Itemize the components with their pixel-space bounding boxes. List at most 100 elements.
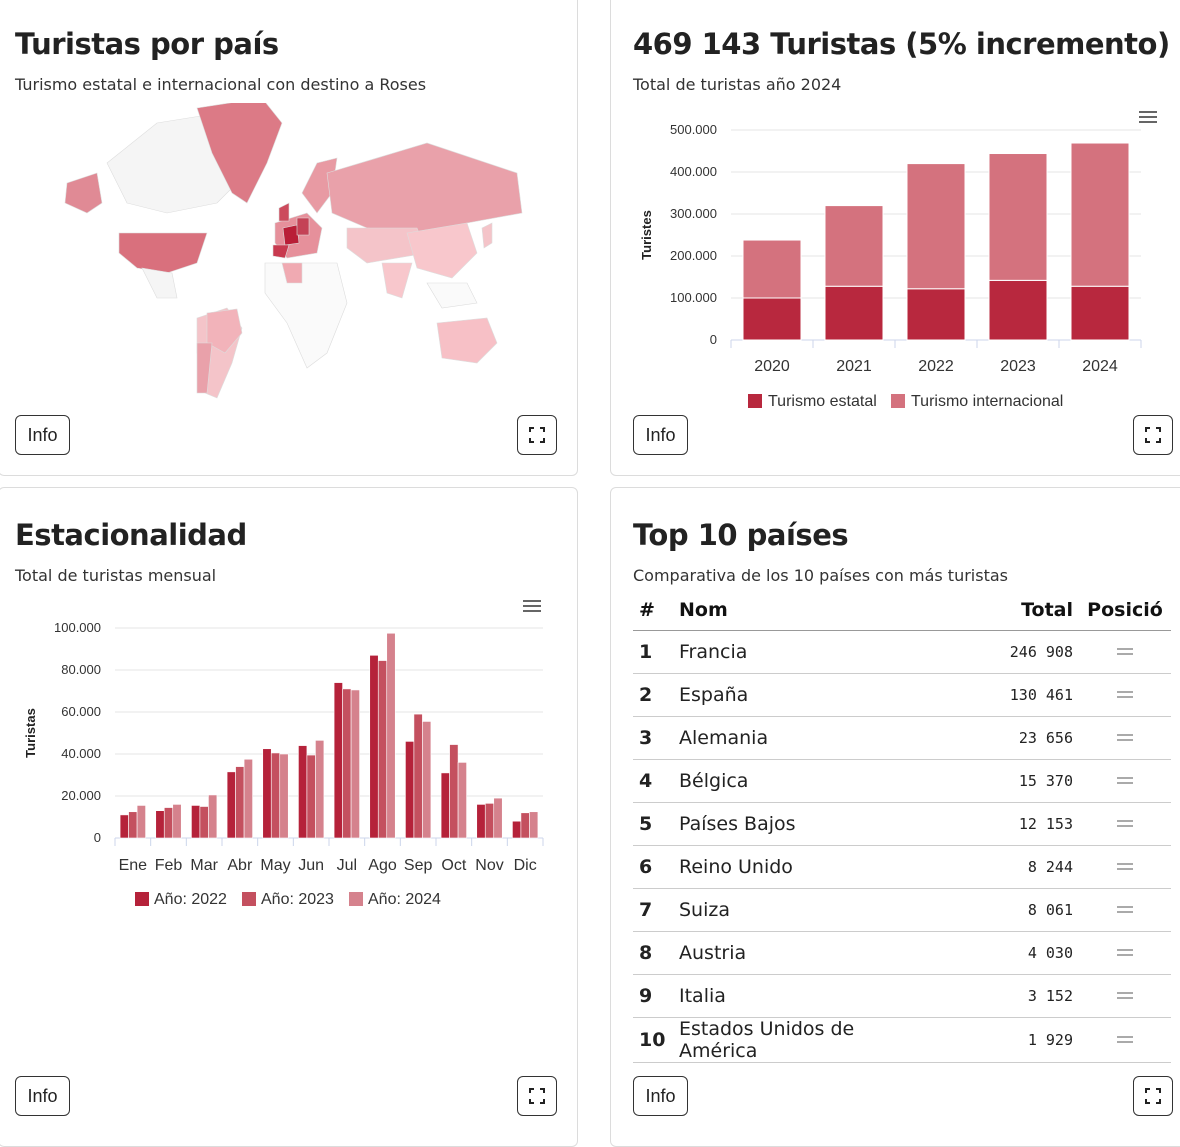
x-tick-label: Mar: [190, 857, 218, 874]
bar-2023: [484, 803, 495, 839]
bar-2024: [208, 794, 218, 839]
row-position: [1079, 931, 1171, 975]
bar-estatal: [988, 279, 1048, 341]
bar-2022: [298, 745, 308, 839]
bar-internacional: [1070, 142, 1130, 287]
y-tick-label: 60.000: [61, 704, 101, 719]
row-total: 3 152: [927, 974, 1079, 1018]
row-rank: 2: [633, 673, 673, 717]
x-tick-label: Ago: [368, 857, 397, 874]
bar-internacional: [988, 153, 1048, 281]
row-total: 23 656: [927, 716, 1079, 760]
table-row: 2 España 130 461: [633, 673, 1171, 717]
row-position: [1079, 802, 1171, 846]
y-axis-title: Turistas: [23, 708, 38, 758]
annual-chart: 0 100.000 200.000 300.000 400.000 500.000 Turi…: [639, 122, 1142, 410]
bar-estatal: [742, 297, 802, 341]
x-tick-label: Oct: [441, 857, 466, 874]
bar-2024: [350, 689, 360, 839]
x-tick-label: Jun: [298, 857, 324, 874]
card-title: Top 10 países: [633, 518, 849, 552]
row-rank: 10: [633, 1017, 673, 1063]
row-position: [1079, 1017, 1171, 1063]
fullscreen-button[interactable]: [1133, 415, 1173, 455]
x-tick-label: Dic: [514, 857, 537, 874]
row-country: Estados Unidos de América: [673, 1017, 927, 1063]
fullscreen-button[interactable]: [517, 415, 557, 455]
card-subtitle: Comparativa de los 10 países con más tur…: [633, 566, 1008, 585]
legend-label: Año: 2023: [261, 891, 334, 908]
info-button[interactable]: Info: [15, 1076, 70, 1116]
map-card: Turistas por país Turismo estatal e inte…: [0, 0, 578, 476]
no-change-icon: [1117, 860, 1133, 873]
monthly-chart: 0 20.000 40.000 60.000 80.000 100.000 Turistas…: [23, 620, 544, 908]
info-button[interactable]: Info: [15, 415, 70, 455]
table-row: 6 Reino Unido 8 244: [633, 845, 1171, 889]
bar-internacional: [824, 205, 884, 287]
bar-2023: [199, 806, 209, 839]
no-change-icon: [1117, 774, 1133, 787]
col-header-total[interactable]: Total: [927, 590, 1079, 631]
col-header-pos[interactable]: Posició: [1079, 590, 1171, 631]
row-position: [1079, 630, 1171, 674]
fullscreen-button[interactable]: [1133, 1076, 1173, 1116]
row-total: 246 908: [927, 630, 1079, 674]
bar-2024: [457, 762, 467, 839]
bar-2023: [413, 713, 423, 839]
fullscreen-button[interactable]: [517, 1076, 557, 1116]
bar-estatal: [906, 288, 966, 341]
x-tick-label: Ene: [119, 857, 148, 874]
row-total: 4 030: [927, 931, 1079, 975]
card-title: Estacionalidad: [15, 518, 247, 552]
info-button[interactable]: Info: [633, 415, 688, 455]
map-region-france: [282, 224, 300, 246]
chart-menu-icon[interactable]: [523, 600, 541, 614]
row-rank: 3: [633, 716, 673, 760]
col-header-name[interactable]: Nom: [673, 590, 927, 631]
bar-2022: [512, 820, 522, 839]
no-change-icon: [1117, 989, 1133, 1002]
table-row: 4 Bélgica 15 370: [633, 759, 1171, 803]
row-total: 8 244: [927, 845, 1079, 889]
bar-2023: [377, 660, 388, 839]
bar-2022: [333, 682, 343, 839]
row-country: Alemania: [673, 716, 927, 760]
bar-2024: [315, 740, 325, 839]
bar-2022: [119, 814, 129, 839]
row-rank: 1: [633, 630, 673, 674]
map-region-russia: [326, 142, 523, 234]
legend-label: Turismo internacional: [911, 393, 1063, 410]
no-change-icon: [1117, 946, 1133, 959]
map-region-australia: [436, 317, 498, 364]
bar-estatal: [824, 285, 884, 341]
bar-internacional: [742, 239, 802, 299]
no-change-icon: [1117, 645, 1133, 658]
chart-menu-icon[interactable]: [1139, 111, 1157, 125]
world-map[interactable]: [47, 103, 547, 403]
bar-2024: [136, 805, 146, 839]
y-tick-label: 0: [94, 830, 101, 845]
map-region-germany: [296, 217, 310, 236]
x-tick-label: Jul: [337, 857, 357, 874]
row-total: 1 929: [927, 1017, 1079, 1063]
bar-2024: [493, 797, 503, 839]
row-rank: 7: [633, 888, 673, 932]
row-country: Italia: [673, 974, 927, 1018]
bar-2023: [520, 812, 530, 839]
card-subtitle: Total de turistas año 2024: [633, 75, 842, 94]
info-button[interactable]: Info: [633, 1076, 688, 1116]
bar-2023: [235, 766, 245, 839]
row-country: Países Bajos: [673, 802, 927, 846]
map-region-alaska: [64, 172, 103, 214]
row-total: 8 061: [927, 888, 1079, 932]
map-region-greenland: [196, 103, 283, 204]
y-tick-label: 200.000: [670, 248, 717, 263]
row-position: [1079, 716, 1171, 760]
bar-2022: [262, 748, 272, 839]
map-region-north-africa: [281, 262, 303, 284]
legend-swatch: [349, 892, 363, 906]
card-subtitle: Total de turistas mensual: [15, 566, 217, 585]
row-rank: 9: [633, 974, 673, 1018]
y-tick-label: 400.000: [670, 164, 717, 179]
monthly-card: Estacionalidad Total de turistas mensual…: [0, 487, 578, 1147]
